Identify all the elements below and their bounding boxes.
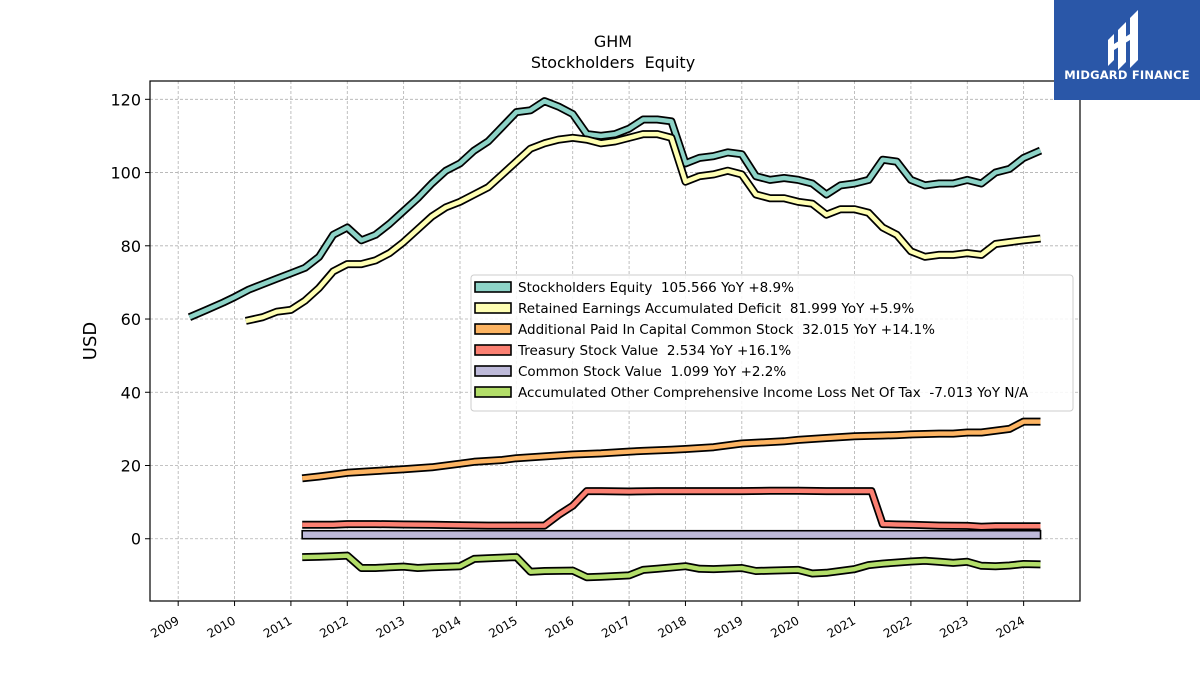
x-tick-label: 2021 xyxy=(825,613,858,640)
legend-box xyxy=(470,274,1074,412)
x-tick-label: 2020 xyxy=(768,613,801,640)
series-stockholders-equity xyxy=(188,98,1042,320)
x-tick-label: 2019 xyxy=(712,613,745,640)
x-tick-label: 2023 xyxy=(937,613,970,640)
legend-swatch xyxy=(474,365,512,377)
series-accumulated-other-comprehensive-income-loss-net-of-tax xyxy=(302,553,1041,580)
series-retained-earnings-accumulated-deficit xyxy=(245,131,1041,324)
y-tick-label: 80 xyxy=(121,237,141,256)
chart-subtitle: Stockholders Equity xyxy=(531,53,695,72)
x-tick-label: 2022 xyxy=(881,613,914,640)
legend-entry: Stockholders Equity 105.566 YoY +8.9% xyxy=(518,280,794,296)
legend-swatch xyxy=(474,344,512,356)
y-axis-label: USD xyxy=(80,322,101,360)
y-tick-label: 0 xyxy=(131,530,141,549)
legend-entry: Common Stock Value 1.099 YoY +2.2% xyxy=(518,364,786,380)
x-tick-label: 2014 xyxy=(430,613,463,640)
y-tick-label: 20 xyxy=(121,457,141,476)
brand-logo: MIDGARD FINANCE xyxy=(1054,0,1200,100)
x-tick-label: 2011 xyxy=(261,613,294,640)
logo-mark-icon xyxy=(1108,10,1138,70)
x-tick-label: 2016 xyxy=(543,613,576,640)
legend-swatch xyxy=(474,386,512,398)
series-treasury-stock-value xyxy=(302,488,1041,529)
x-tick-label: 2013 xyxy=(374,613,407,640)
x-tick-label: 2024 xyxy=(994,613,1027,640)
legend-entry: Retained Earnings Accumulated Deficit 81… xyxy=(518,301,914,317)
y-tick-label: 120 xyxy=(110,90,141,109)
legend-swatch xyxy=(474,302,512,314)
x-tick-label: 2010 xyxy=(205,613,238,640)
legend-swatch xyxy=(474,281,512,293)
x-tick-label: 2017 xyxy=(599,613,632,640)
legend-entry: Additional Paid In Capital Common Stock … xyxy=(518,322,935,338)
chart-title: GHM xyxy=(594,32,632,51)
y-tick-label: 100 xyxy=(110,164,141,183)
y-tick-label: 60 xyxy=(121,310,141,329)
series-additional-paid-in-capital-common-stock xyxy=(301,419,1041,481)
legend-entry: Accumulated Other Comprehensive Income L… xyxy=(518,385,1029,401)
x-tick-label: 2012 xyxy=(317,613,350,640)
x-tick-label: 2009 xyxy=(148,613,181,640)
x-tick-label: 2018 xyxy=(656,613,689,640)
legend: Stockholders Equity 105.566 YoY +8.9% Ret… xyxy=(470,274,1074,412)
series-outline-treasury-stock-value xyxy=(302,486,1041,531)
series-layer xyxy=(187,97,1043,582)
plot-frame xyxy=(149,80,1081,602)
legend-swatch xyxy=(474,323,512,335)
series-common-stock-value xyxy=(301,529,1042,540)
logo-wordmark: MIDGARD FINANCE xyxy=(1064,68,1190,82)
y-tick-label: 40 xyxy=(121,383,141,402)
legend-entry: Treasury Stock Value 2.534 YoY +16.1% xyxy=(517,343,791,359)
x-tick-label: 2015 xyxy=(486,613,519,640)
